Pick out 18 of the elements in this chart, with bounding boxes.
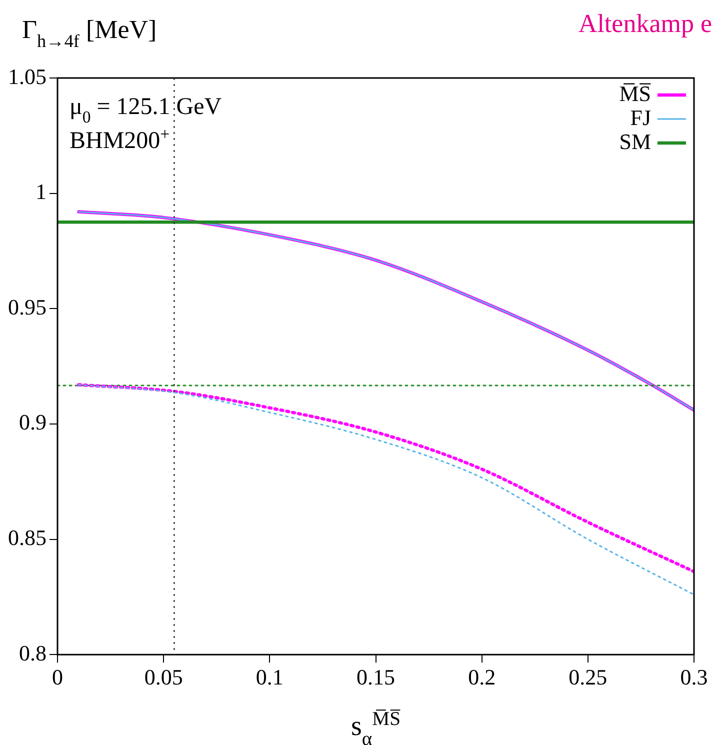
annotation: BHM200+ [70,124,170,154]
y-tick-label: 0.95 [8,294,46,320]
x-tick-label: 0.15 [356,664,395,690]
y-tick-label: 0.9 [19,410,46,435]
y-tick-label: 0.8 [19,640,46,666]
x-tick-label: 0.3 [680,664,708,690]
y-tick-label: 1 [36,179,46,204]
legend-label: FJ [630,104,652,130]
y-tick-label: 0.85 [8,525,46,550]
legend-label: M̅S̅ [619,80,652,106]
x-tick-label: 0 [52,664,63,690]
x-tick-label: 0.2 [468,664,496,690]
x-tick-label: 0.05 [144,664,183,690]
chart-title: Altenkamp e [578,9,712,38]
x-tick-label: 0.25 [568,664,608,690]
y-tick-label: 1.05 [8,64,46,89]
legend-label: SM [619,128,651,154]
x-tick-label: 0.1 [256,664,284,690]
